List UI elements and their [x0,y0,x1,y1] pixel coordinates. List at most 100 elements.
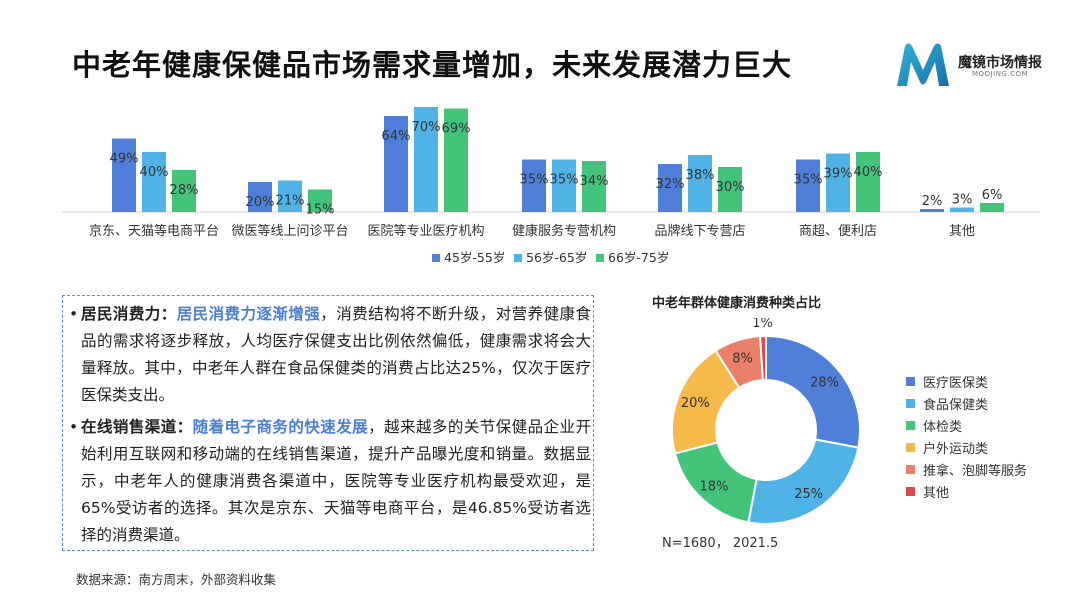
logo-name: 魔镜市场情报 [958,55,1042,71]
bar [414,107,438,212]
bar-value-label: 35% [520,173,549,188]
bar [582,161,606,212]
bar [384,116,408,212]
legend-item: 其他 [906,480,1027,502]
legend-item: 推拿、泡脚等服务 [906,458,1027,480]
category-label: 健康服务专营机构 [512,223,616,239]
category-label: 其他 [949,224,975,239]
bar-value-label: 32% [656,177,685,192]
category-label: 品牌线下专营店 [654,223,745,239]
bar [658,164,682,212]
legend-label: 推拿、泡脚等服务 [923,463,1028,479]
highlight-online-channel: 随着电子商务的快速发展 [192,418,369,436]
bar [980,203,1004,212]
legend-item: 户外运动类 [906,436,1027,458]
bar [444,108,468,212]
legend-label: 其他 [923,485,950,501]
bar-value-label: 30% [716,180,745,195]
bar-value-label: 35% [794,173,823,188]
bar [142,152,166,212]
body-online-channel: ，越来越多的关节保健品企业开始利用互联网和移动端的在线销售渠道，提升产品曝光度和… [81,418,591,544]
data-source: 数据来源：南方周末，外部资料收集 [76,572,277,587]
legend-label: 体检类 [923,419,963,435]
slice-value-label: 28% [810,376,839,391]
legend-swatch [906,376,915,386]
bar-value-label: 69% [442,122,471,137]
legend-swatch [906,486,915,496]
bar [112,138,136,212]
bar [688,155,712,212]
bar-value-label: 64% [382,129,411,144]
bar [278,180,302,212]
bullet: • [69,305,79,323]
donut-chart-title: 中老年群体健康消费种类占比 [652,296,822,311]
text-box: • 居民消费力：居民消费力逐渐增强，消费结构将不断升级，对营养健康食品的需求将逐… [62,295,594,551]
legend-label: 56岁-65岁 [526,250,587,265]
bar [552,159,576,212]
bar-value-label: 35% [550,173,579,188]
bar-value-label: 49% [110,152,139,167]
highlight-consumption: 居民消费力逐渐增强 [176,305,321,323]
legend-item: 体检类 [906,414,1027,436]
bar-value-label: 28% [170,183,199,198]
donut-legend: 医疗医保类食品保健类体检类户外运动类推拿、泡脚等服务 其他 [906,370,1027,502]
legend-swatch [906,442,915,452]
bar [172,170,196,212]
bar [920,209,944,212]
slice-value-label: 20% [681,396,710,411]
body-consumption: ，消费结构将不断升级，对营养健康食品的需求将逐步释放，人均医疗保健支出比例依然偏… [81,305,591,404]
bar-value-label: 40% [140,165,169,180]
bar-value-label: 38% [686,168,715,183]
lead-consumption: 居民消费力： [81,305,177,323]
legend-label: 66岁-75岁 [608,250,669,265]
bar-value-label: 39% [824,167,853,182]
consumption-donut-chart: 28% 25% 18% 20% 8% 1% [671,318,861,525]
bar-value-label: 21% [276,194,305,209]
legend-swatch [906,464,915,474]
bar-value-label: 6% [982,188,1003,203]
bar [950,207,974,212]
bar [856,152,880,212]
paragraph-consumption: • 居民消费力：居民消费力逐渐增强，消费结构将不断升级，对营养健康食品的需求将逐… [69,301,591,409]
category-label: 京东、天猫等电商平台 [89,223,219,239]
lead-online-channel: 在线销售渠道： [81,418,193,436]
legend-swatch [906,420,915,430]
bar-value-label: 15% [306,203,335,218]
category-label: 微医等线上问诊平台 [231,223,348,239]
sample-note: N=1680， 2021.5 [662,536,779,551]
legend-label: 45岁-55岁 [444,250,505,265]
bar-value-label: 2% [922,194,943,209]
legend-label: 户外运动类 [923,441,989,457]
logo-subtitle: MOOJING.COM [972,70,1029,78]
slice-value-label: 25% [794,487,823,502]
bar-value-label: 34% [580,174,609,189]
legend-item: 食品保健类 [906,392,1027,414]
legend-label: 食品保健类 [923,397,989,413]
bar [308,189,332,212]
legend-swatch [514,254,522,262]
slice-value-label: 18% [700,479,729,494]
page-title: 中老年健康保健品市场需求量增加，未来发展潜力巨大 [72,48,793,82]
legend-item: 医疗医保类 [906,370,1027,392]
bar-value-label: 40% [854,165,883,180]
bar [248,182,272,212]
bar [522,159,546,212]
slice-value-label: 1% [752,318,773,331]
bar-value-label: 70% [412,120,441,135]
slice-value-label: 8% [732,352,753,367]
legend-swatch [596,254,604,262]
bullet: • [69,418,79,436]
bar-value-label: 20% [246,195,275,210]
bar-value-label: 3% [952,193,973,208]
legend-swatch [906,398,915,408]
legend-swatch [432,254,440,262]
legend-label: 医疗医保类 [923,375,989,391]
donut-slice [765,334,861,449]
category-label: 商超、便利店 [799,224,877,239]
bar [826,153,850,212]
bar [718,167,742,212]
category-label: 医院等专业医疗机构 [367,223,484,239]
donut-slice [759,334,767,382]
bar [796,159,820,212]
